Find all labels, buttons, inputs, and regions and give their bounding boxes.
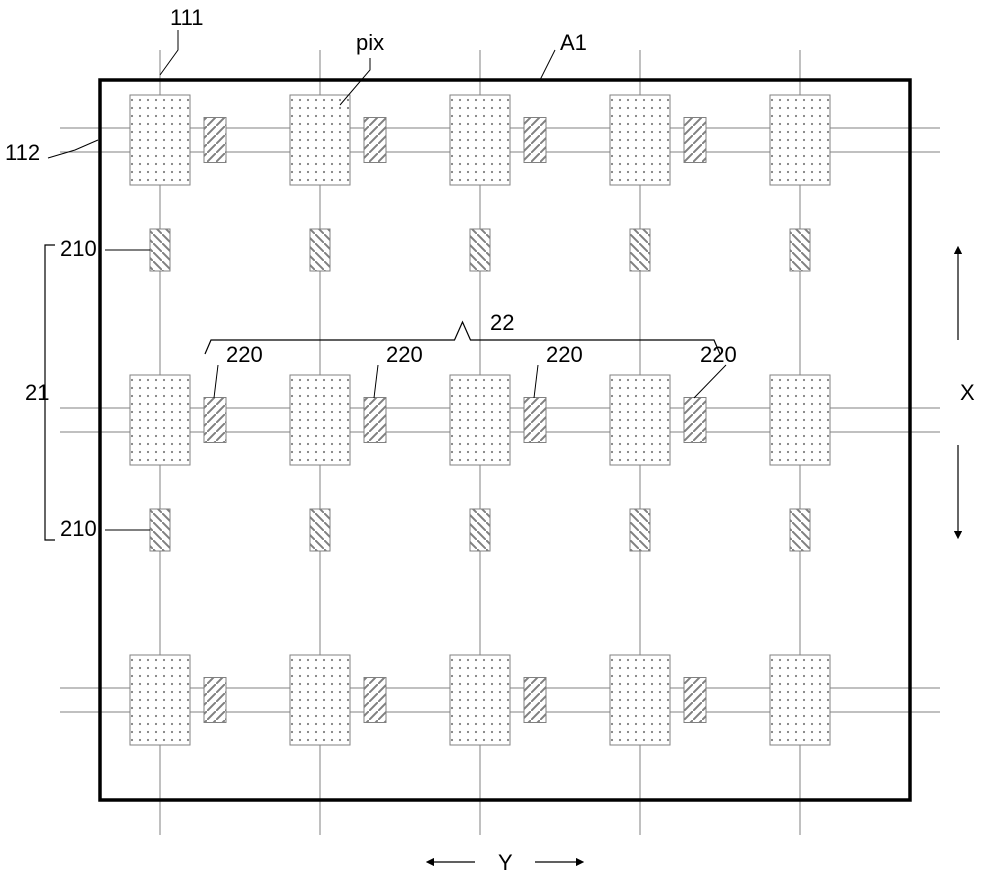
element-210-hatch <box>310 509 330 551</box>
leader-111 <box>160 30 178 75</box>
pixel-fill <box>450 655 510 745</box>
element-220-hatch <box>364 118 386 163</box>
label-axis-y: Y <box>498 850 513 875</box>
pixel-fill <box>290 95 350 185</box>
pixel-fill <box>610 95 670 185</box>
element-220-hatch <box>204 398 226 443</box>
pixel-fill <box>130 95 190 185</box>
pixel-fill <box>770 375 830 465</box>
element-210-hatch <box>790 229 810 271</box>
element-210-hatch <box>630 229 650 271</box>
pixel-fill <box>610 655 670 745</box>
element-220-hatch <box>364 398 386 443</box>
label-220: 220 <box>226 342 263 367</box>
label-112: 112 <box>5 140 40 165</box>
element-220-hatch <box>684 118 706 163</box>
element-220-hatch <box>364 678 386 723</box>
leader-220 <box>534 365 538 398</box>
leader-220 <box>374 365 378 398</box>
leader-A1 <box>540 50 555 80</box>
element-220-hatch <box>524 398 546 443</box>
pixel-fill <box>610 375 670 465</box>
element-210-hatch <box>310 229 330 271</box>
label-111: 111 <box>170 5 203 30</box>
element-210-hatch <box>150 509 170 551</box>
element-220-hatch <box>204 118 226 163</box>
label-210: 210 <box>60 236 97 261</box>
element-220-hatch <box>524 678 546 723</box>
label-220: 220 <box>700 342 737 367</box>
label-21: 21 <box>25 380 49 405</box>
label-pix: pix <box>356 30 384 55</box>
leader-220 <box>694 365 726 398</box>
pixel-fill <box>770 655 830 745</box>
element-210-hatch <box>150 229 170 271</box>
leader-220 <box>214 365 218 398</box>
label-210: 210 <box>60 516 97 541</box>
element-220-hatch <box>524 118 546 163</box>
label-axis-x: X <box>960 380 975 405</box>
element-220-hatch <box>684 678 706 723</box>
label-220: 220 <box>386 342 423 367</box>
diagram-container: 111 pix A1 112 210 210 21 22 220 220 220 220 X Y <box>0 0 1000 888</box>
schematic-svg: 111 pix A1 112 210 210 21 22 220 220 220 220 X Y <box>0 0 1000 888</box>
pixel-fill <box>130 655 190 745</box>
element-210-hatch <box>630 509 650 551</box>
label-A1: A1 <box>560 30 587 55</box>
element-220-hatch <box>204 678 226 723</box>
pixel-fill <box>450 375 510 465</box>
pixel-fill <box>130 375 190 465</box>
label-220: 220 <box>546 342 583 367</box>
pixel-fill <box>770 95 830 185</box>
pixel-fill <box>450 95 510 185</box>
label-22: 22 <box>490 310 514 335</box>
element-210-hatch <box>470 229 490 271</box>
element-220-hatch <box>684 398 706 443</box>
leader-112 <box>48 140 98 158</box>
element-210-hatch <box>470 509 490 551</box>
pixel-fill <box>290 655 350 745</box>
element-210-hatch <box>790 509 810 551</box>
brace-22 <box>205 322 720 354</box>
pixel-fill <box>290 375 350 465</box>
